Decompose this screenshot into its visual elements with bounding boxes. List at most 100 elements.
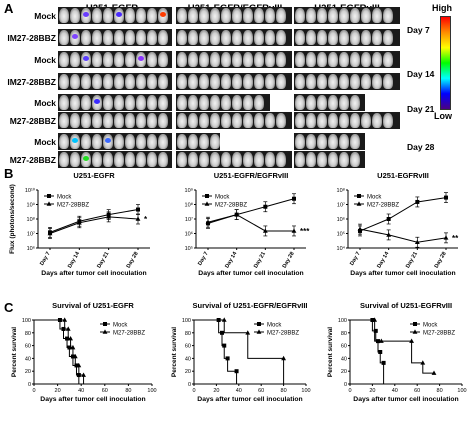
- legend-label: M27-28BBZ: [113, 331, 145, 337]
- x-tick-label: Day 21: [96, 251, 110, 269]
- mouse-image: [147, 30, 157, 45]
- mouse-image: [265, 8, 275, 23]
- mouse-image: [372, 113, 382, 128]
- mouse-image: [92, 8, 102, 23]
- mouse-image: [177, 8, 187, 23]
- legend-label: Mock: [423, 323, 438, 329]
- significance-annotation: *: [144, 215, 148, 224]
- mouse-image: [103, 134, 113, 149]
- legend-label: Mock: [267, 323, 282, 329]
- y-tick-label: 10⁵: [337, 231, 345, 238]
- mouse-image-strip: [176, 151, 292, 168]
- mouse-image: [114, 95, 124, 110]
- mouse-image: [232, 113, 242, 128]
- mouse-image: [254, 74, 264, 89]
- mouse-image-strip: [58, 133, 172, 150]
- mouse-image: [81, 95, 91, 110]
- data-point: [234, 212, 240, 217]
- mouse-image: [339, 152, 349, 167]
- x-tick-label: 60: [102, 388, 108, 394]
- series-line: [207, 214, 294, 232]
- mouse-image: [361, 30, 371, 45]
- mouse-image: [136, 152, 146, 167]
- y-tick-label: 10⁵: [185, 245, 193, 252]
- mouse-image: [350, 95, 360, 110]
- mouse-image: [276, 113, 286, 128]
- mouse-image: [328, 30, 338, 45]
- x-tick-label: 0: [348, 388, 351, 394]
- mouse-image: [339, 134, 349, 149]
- data-point: [444, 195, 448, 200]
- mouse-image: [81, 8, 91, 23]
- mouse-image: [125, 30, 135, 45]
- mouse-image: [59, 134, 69, 149]
- mouse-image: [81, 152, 91, 167]
- series-line: [49, 209, 139, 233]
- mouse-image: [136, 52, 146, 67]
- mouse-image: [306, 134, 316, 149]
- mouse-image: [243, 152, 253, 167]
- mouse-image: [232, 152, 242, 167]
- mouse-image: [328, 152, 338, 167]
- x-tick-label: 100: [457, 388, 466, 394]
- y-tick-label: 20: [185, 369, 191, 375]
- mouse-image: [317, 8, 327, 23]
- mouse-image: [147, 152, 157, 167]
- mouse-image: [177, 152, 187, 167]
- row-label: M27-28BBZ: [9, 155, 56, 165]
- y-tick-label: 10⁶: [27, 245, 35, 252]
- y-tick-label: 0: [344, 382, 347, 388]
- row-label: IM27-28BBZ: [7, 33, 56, 43]
- mouse-image: [243, 52, 253, 67]
- mouse-image: [232, 8, 242, 23]
- x-tick-label: 40: [392, 388, 398, 394]
- legend-marker: [412, 329, 418, 334]
- mouse-image: [221, 74, 231, 89]
- mouse-image: [276, 8, 286, 23]
- day-label: Day 28: [407, 142, 435, 152]
- mouse-image: [306, 52, 316, 67]
- mouse-image: [70, 74, 80, 89]
- mouse-image: [339, 30, 349, 45]
- mouse-image: [81, 113, 91, 128]
- mouse-image: [306, 8, 316, 23]
- mouse-image: [350, 113, 360, 128]
- bioluminescence-signal: [160, 12, 166, 17]
- x-axis-label: Days after tumor cell inoculation: [41, 270, 146, 277]
- mouse-image: [265, 152, 275, 167]
- mouse-image: [92, 30, 102, 45]
- mouse-image-strip: [58, 151, 172, 168]
- bioluminescence-signal: [116, 12, 122, 17]
- mouse-image: [158, 152, 168, 167]
- mouse-image: [295, 8, 305, 23]
- x-tick-label: Day 28: [282, 251, 296, 269]
- mouse-image: [59, 95, 69, 110]
- y-axis-label: Flux (photons/second): [9, 184, 16, 254]
- data-point: [72, 353, 78, 359]
- mouse-image-strip: [58, 73, 172, 90]
- mouse-image: [199, 8, 209, 23]
- mouse-image: [221, 52, 231, 67]
- panel-a-letter: A: [4, 1, 14, 16]
- mouse-image: [114, 113, 124, 128]
- mouse-image: [254, 52, 264, 67]
- mouse-image: [339, 52, 349, 67]
- y-tick-label: 80: [185, 331, 191, 337]
- data-point: [357, 226, 363, 231]
- mouse-image: [254, 152, 264, 167]
- row-label: Mock: [34, 55, 56, 65]
- mouse-image: [210, 8, 220, 23]
- legend-marker: [257, 322, 261, 326]
- bioluminescence-signal: [83, 12, 89, 17]
- day-label: Day 21: [407, 104, 435, 114]
- mouse-image: [243, 30, 253, 45]
- data-point: [420, 360, 426, 365]
- mouse-image: [232, 95, 242, 110]
- mouse-image: [295, 30, 305, 45]
- mouse-image: [210, 74, 220, 89]
- y-tick-label: 40: [341, 356, 347, 362]
- mouse-image: [177, 113, 187, 128]
- mouse-image: [254, 95, 264, 110]
- y-tick-label: 60: [185, 344, 191, 350]
- mouse-image: [210, 30, 220, 45]
